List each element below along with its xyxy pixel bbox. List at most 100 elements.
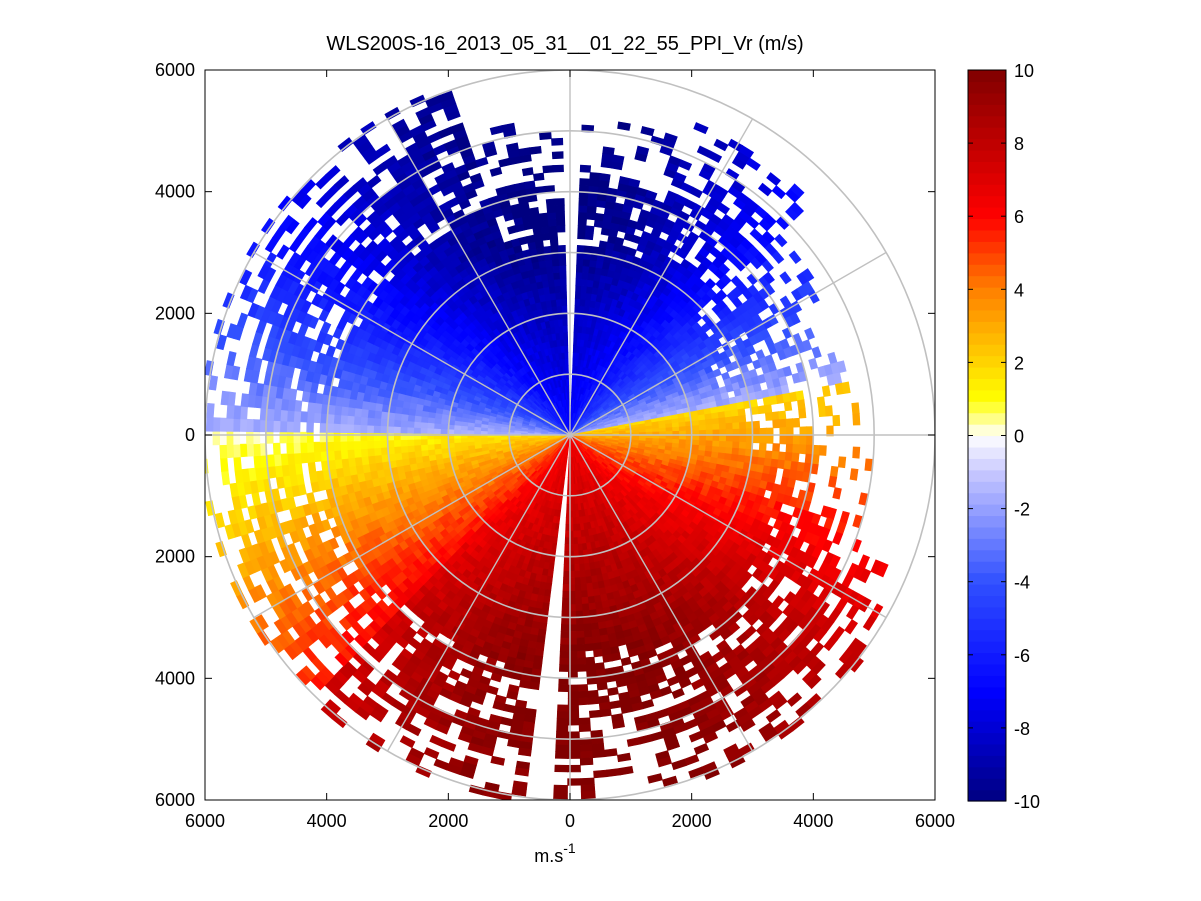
velocity-cell [553, 784, 568, 793]
velocity-cell [564, 544, 570, 552]
velocity-cell [394, 452, 403, 461]
velocity-cell [561, 617, 570, 626]
velocity-cell [585, 225, 595, 234]
velocity-cell [609, 700, 622, 710]
velocity-cell [577, 218, 587, 227]
velocity-cell [652, 434, 660, 440]
velocity-cell [593, 648, 603, 658]
velocity-cell [791, 452, 800, 463]
velocity-cell [798, 408, 807, 419]
velocity-cell [711, 412, 720, 420]
velocity-cell [849, 468, 859, 481]
velocity-cell [563, 564, 570, 572]
velocity-cell [718, 446, 727, 454]
velocity-cell [698, 419, 707, 426]
velocity-cell [574, 583, 582, 592]
velocity-cell [577, 231, 586, 240]
velocity-cell [574, 590, 582, 599]
velocity-cell [759, 435, 767, 444]
velocity-cell [780, 384, 790, 395]
velocity-cell [586, 205, 597, 214]
velocity-cell [572, 523, 578, 532]
velocity-cell [558, 677, 569, 686]
velocity-cell [580, 590, 588, 598]
velocity-cell [772, 443, 781, 453]
velocity-cell [576, 657, 587, 666]
velocity-cell [579, 757, 594, 766]
velocity-cell [851, 402, 860, 415]
velocity-cell [427, 448, 436, 456]
velocity-cell [593, 769, 608, 779]
velocity-cell [587, 198, 598, 207]
velocity-cell [585, 576, 593, 585]
velocity-cell [580, 777, 595, 786]
velocity-cell [572, 517, 577, 525]
velocity-cell [758, 442, 767, 452]
velocity-cell [798, 444, 807, 455]
velocity-cell [587, 689, 599, 699]
velocity-cell [579, 178, 591, 187]
velocity-cell [718, 263, 731, 275]
velocity-cell [607, 686, 619, 696]
velocity-cell [555, 744, 569, 753]
velocity-cell [572, 530, 578, 539]
velocity-cell [564, 530, 570, 539]
velocity-cell [761, 259, 774, 273]
velocity-cell [562, 577, 570, 585]
velocity-cell [778, 451, 787, 461]
velocity-cell [678, 159, 693, 171]
velocity-cell [718, 440, 727, 448]
velocity-cell [528, 681, 540, 691]
velocity-cell [792, 443, 801, 454]
velocity-cell [579, 570, 586, 578]
velocity-cell [517, 747, 532, 757]
velocity-cell [725, 416, 733, 424]
velocity-cell [719, 435, 727, 442]
velocity-cell [575, 623, 585, 632]
velocity-cell [563, 570, 570, 579]
velocity-cell [752, 435, 761, 444]
velocity-cell [582, 258, 591, 267]
velocity-cell [556, 724, 569, 733]
velocity-cell [579, 750, 593, 759]
velocity-cell [581, 603, 590, 612]
velocity-cell [818, 406, 827, 418]
velocity-cell [645, 428, 654, 433]
velocity-cell [725, 422, 734, 430]
velocity-cell [795, 390, 805, 401]
velocity-cell [764, 412, 773, 421]
velocity-cells [205, 90, 889, 800]
velocity-cell [574, 577, 581, 585]
velocity-cell [565, 523, 570, 532]
velocity-cell [565, 510, 570, 519]
velocity-cell [555, 731, 569, 739]
velocity-cell [577, 690, 589, 699]
velocity-cell [559, 644, 569, 652]
velocity-cell [712, 423, 720, 431]
velocity-cell [583, 636, 594, 645]
velocity-cell [765, 435, 774, 444]
velocity-cell [778, 410, 787, 420]
velocity-cell [576, 536, 583, 545]
velocity-cell [691, 420, 700, 427]
velocity-cell [591, 635, 602, 644]
velocity-cell [698, 424, 707, 431]
velocity-cell [577, 211, 588, 220]
velocity-cell [582, 616, 591, 625]
velocity-cell [774, 233, 788, 248]
velocity-cell [590, 629, 601, 638]
velocity-cell [573, 563, 580, 572]
velocity-cell [792, 435, 801, 445]
velocity-cell [580, 583, 588, 592]
velocity-cell [704, 413, 713, 421]
velocity-cell [771, 250, 785, 265]
velocity-cell [594, 212, 605, 222]
velocity-cell [575, 278, 583, 287]
velocity-cell [751, 449, 760, 458]
velocity-cell [587, 602, 597, 611]
velocity-cell [789, 183, 805, 198]
velocity-cell [565, 517, 570, 525]
velocity-cell [852, 413, 861, 426]
velocity-cell [698, 440, 707, 447]
